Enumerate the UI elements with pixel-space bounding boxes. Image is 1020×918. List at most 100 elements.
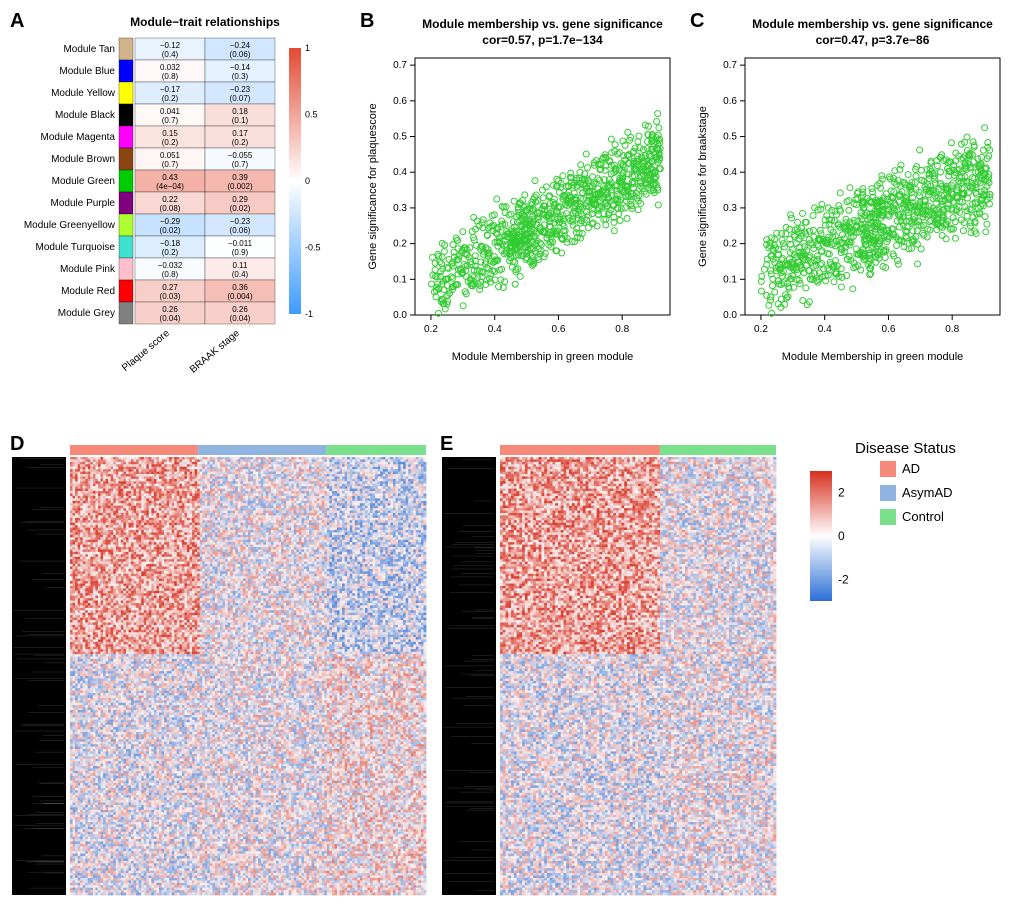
svg-text:−0.23: −0.23 [230, 217, 251, 226]
svg-text:0.0: 0.0 [393, 310, 407, 321]
svg-text:−0.032: −0.032 [158, 261, 183, 270]
svg-text:0.27: 0.27 [162, 283, 178, 292]
svg-text:Plaque score: Plaque score [120, 328, 172, 374]
svg-text:0.22: 0.22 [162, 195, 178, 204]
svg-text:(0.02): (0.02) [160, 226, 181, 235]
svg-text:(0.4): (0.4) [232, 270, 249, 279]
svg-text:(0.04): (0.04) [160, 314, 181, 323]
svg-text:Module Red: Module Red [61, 286, 115, 297]
svg-text:Module Grey: Module Grey [58, 308, 115, 319]
svg-text:−0.12: −0.12 [160, 41, 181, 50]
panel-d-container: D [10, 433, 430, 908]
svg-text:0.6: 0.6 [723, 96, 737, 107]
svg-text:Gene significance for braaksta: Gene significance for braakstage [697, 106, 709, 267]
svg-text:0.36: 0.36 [232, 283, 248, 292]
svg-text:0.041: 0.041 [160, 107, 181, 116]
svg-text:−0.29: −0.29 [160, 217, 181, 226]
svg-text:0.6: 0.6 [393, 96, 407, 107]
disease-legend-block: Disease Status-202ADAsymADControl [790, 433, 1010, 908]
svg-text:0.5: 0.5 [393, 132, 407, 143]
module-trait-heatmap: Module−trait relationships Module Tan −0.1… [10, 10, 350, 420]
svg-text:0.1: 0.1 [723, 274, 737, 285]
svg-text:(0.2): (0.2) [232, 138, 249, 147]
svg-text:0.7: 0.7 [393, 60, 407, 71]
svg-text:0.1: 0.1 [393, 274, 407, 285]
scatter-plaquescore: Module membership vs. gene significance c… [360, 10, 680, 370]
svg-text:Module Purple: Module Purple [51, 198, 116, 209]
svg-text:0.2: 0.2 [754, 324, 768, 335]
svg-text:(0.2): (0.2) [162, 138, 179, 147]
svg-text:0.7: 0.7 [723, 60, 737, 71]
svg-text:0.2: 0.2 [424, 324, 438, 335]
svg-text:Module Membership in green mod: Module Membership in green module [782, 351, 964, 363]
panel-d-label: D [10, 433, 24, 456]
svg-text:0.39: 0.39 [232, 173, 248, 182]
svg-text:0.6: 0.6 [551, 324, 565, 335]
svg-text:(0.08): (0.08) [160, 204, 181, 213]
svg-text:Module Pink: Module Pink [60, 264, 116, 275]
panel-e-container: E [440, 433, 780, 908]
svg-text:Module Turquoise: Module Turquoise [36, 242, 116, 253]
svg-text:(0.02): (0.02) [230, 204, 251, 213]
svg-text:(4e−04): (4e−04) [156, 182, 184, 191]
panel-e-label: E [440, 433, 453, 456]
svg-text:Module Greenyellow: Module Greenyellow [24, 220, 116, 231]
svg-text:0.26: 0.26 [232, 305, 248, 314]
svg-text:0.8: 0.8 [615, 324, 629, 335]
panel-c-container: C Module membership vs. gene significanc… [690, 10, 1010, 425]
svg-text:0.2: 0.2 [723, 239, 737, 250]
svg-text:Module Green: Module Green [52, 176, 115, 187]
svg-text:(0.8): (0.8) [162, 72, 179, 81]
svg-text:0.6: 0.6 [881, 324, 895, 335]
svg-text:Module membership vs. gene sig: Module membership vs. gene significance [422, 17, 663, 31]
svg-text:Module Brown: Module Brown [51, 154, 115, 165]
panel-b-label: B [360, 10, 374, 33]
svg-text:0.5: 0.5 [723, 132, 737, 143]
heatmap-d [10, 433, 430, 903]
svg-text:(0.2): (0.2) [162, 248, 179, 257]
svg-text:Module membership vs. gene sig: Module membership vs. gene significance [752, 17, 993, 31]
svg-text:(0.3): (0.3) [232, 72, 249, 81]
svg-text:Module Yellow: Module Yellow [51, 88, 116, 99]
svg-text:(0.03): (0.03) [160, 292, 181, 301]
svg-text:0.4: 0.4 [818, 324, 832, 335]
svg-text:0.4: 0.4 [393, 167, 407, 178]
svg-text:0.15: 0.15 [162, 129, 178, 138]
svg-text:Module Black: Module Black [55, 110, 116, 121]
svg-text:0.3: 0.3 [723, 203, 737, 214]
svg-text:Gene significance for plaquesc: Gene significance for plaquescore [367, 103, 379, 269]
scatter-braakstage: Module membership vs. gene significancec… [690, 10, 1010, 370]
svg-text:0.17: 0.17 [232, 129, 248, 138]
svg-text:BRAAK stage: BRAAK stage [188, 328, 242, 376]
svg-text:Module Membership in green mod: Module Membership in green module [452, 351, 634, 363]
svg-text:(0.1): (0.1) [232, 116, 249, 125]
svg-text:−0.14: −0.14 [230, 63, 251, 72]
svg-text:0.2: 0.2 [393, 239, 407, 250]
svg-text:0: 0 [305, 176, 310, 186]
svg-text:0.032: 0.032 [160, 63, 181, 72]
svg-text:(0.9): (0.9) [232, 248, 249, 257]
svg-text:(0.07): (0.07) [230, 94, 251, 103]
svg-text:−0.011: −0.011 [228, 239, 253, 248]
panel-b-container: B Module membership vs. gene significanc… [360, 10, 680, 425]
svg-text:−0.17: −0.17 [160, 85, 181, 94]
svg-text:(0.004): (0.004) [227, 292, 253, 301]
svg-text:0.5: 0.5 [305, 110, 318, 120]
svg-text:(0.06): (0.06) [230, 226, 251, 235]
svg-text:-1: -1 [305, 309, 313, 319]
svg-text:(0.002): (0.002) [227, 182, 253, 191]
svg-text:0.29: 0.29 [232, 195, 248, 204]
svg-text:0.26: 0.26 [162, 305, 178, 314]
svg-text:−0.24: −0.24 [230, 41, 251, 50]
svg-text:0.8: 0.8 [945, 324, 959, 335]
heatmap-e [440, 433, 780, 903]
panel-a-container: A Module−trait relationshipsModule Tan−0… [10, 10, 350, 425]
svg-text:(0.4): (0.4) [162, 50, 179, 59]
svg-text:Module Tan: Module Tan [63, 44, 115, 55]
svg-text:cor=0.57, p=1.7e−134: cor=0.57, p=1.7e−134 [482, 33, 603, 47]
svg-text:Module−trait relationships: Module−trait relationships [130, 15, 280, 29]
svg-text:Module Magenta: Module Magenta [41, 132, 116, 143]
panel-c-label: C [690, 10, 704, 33]
svg-text:−0.18: −0.18 [160, 239, 181, 248]
svg-text:0.43: 0.43 [162, 173, 178, 182]
